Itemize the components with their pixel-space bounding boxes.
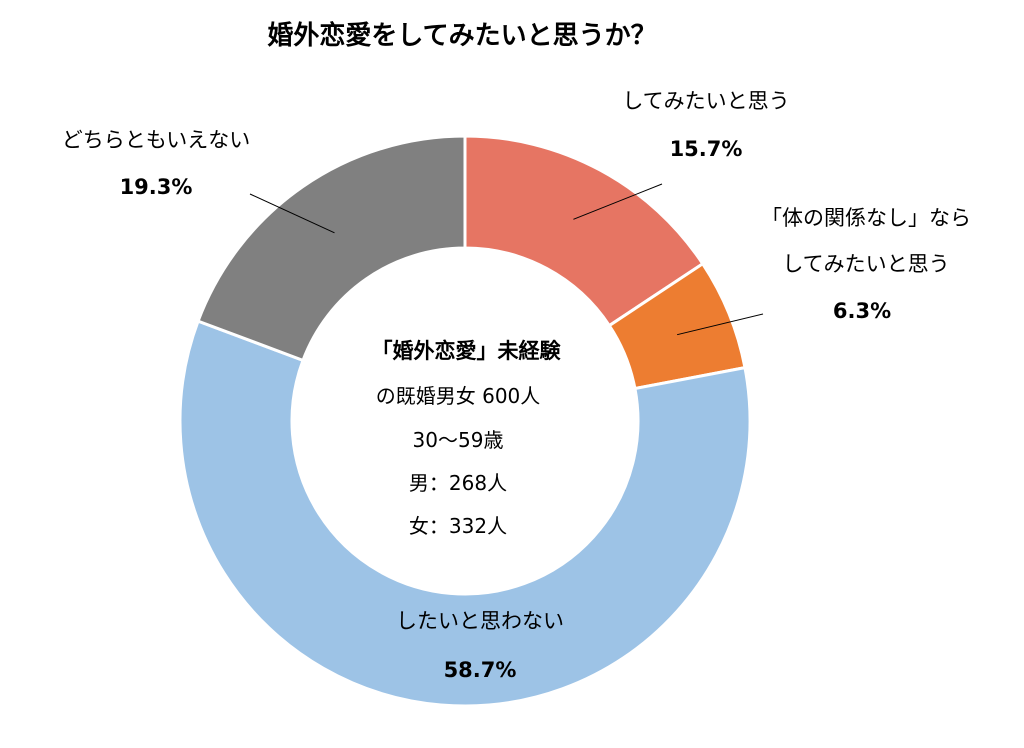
leader-line-neutral: [249, 193, 335, 234]
slice-label-want: してみたいと思う: [622, 89, 789, 113]
leader-line-want: [573, 183, 663, 220]
leader-line-platonic: [676, 313, 764, 336]
center-text-line3: 30〜59歳: [413, 428, 504, 452]
slice-label-not-want: したいと思わない: [396, 609, 564, 633]
center-text-line2: の既婚男女 600人: [376, 384, 541, 408]
chart-title: 婚外恋愛をしてみたいと思うか？: [267, 20, 656, 51]
slice-neutral: [196, 134, 467, 363]
slice-label-platonic-line2: してみたいと思う: [782, 252, 949, 276]
leader-lines: [249, 183, 764, 336]
center-text-line5: 女：332人: [409, 514, 507, 538]
slice-label-neutral: どちらともいえない: [62, 128, 251, 152]
donut-slices: [178, 134, 752, 708]
slice-label-platonic-line1: 「体の関係なし」なら: [761, 206, 971, 230]
slice-value-not-want: 58.7%: [444, 658, 517, 682]
slice-not-want: [178, 319, 752, 708]
center-text-line4: 男：268人: [409, 471, 507, 495]
center-text-line1: 「婚外恋愛」未経験: [372, 339, 562, 363]
slice-value-platonic: 6.3%: [833, 299, 891, 323]
slice-value-want: 15.7%: [670, 137, 743, 161]
slice-value-neutral: 19.3%: [120, 175, 193, 199]
